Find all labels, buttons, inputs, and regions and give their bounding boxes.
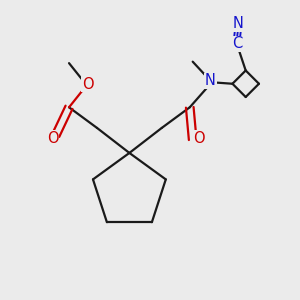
- Text: N: N: [233, 16, 244, 31]
- Text: N: N: [205, 73, 216, 88]
- Text: C: C: [232, 37, 242, 52]
- Text: O: O: [194, 131, 205, 146]
- Text: O: O: [82, 76, 93, 92]
- Text: O: O: [47, 131, 58, 146]
